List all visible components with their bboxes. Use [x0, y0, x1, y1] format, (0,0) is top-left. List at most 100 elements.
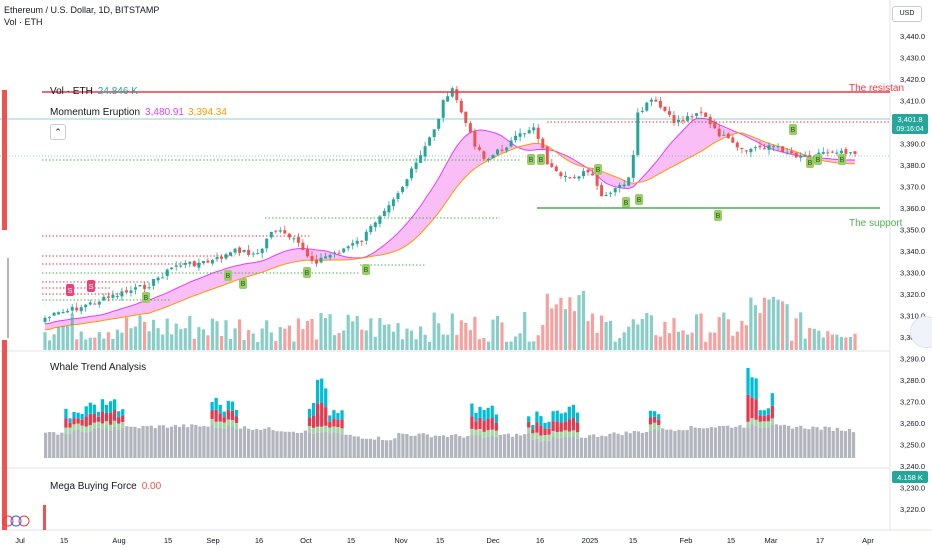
whale-gray-bar [303, 430, 308, 458]
symbol-title[interactable]: Ethereum / U.S. Dollar, 1D, BITSTAMP [4, 5, 160, 15]
mega-indicator-name[interactable]: Mega Buying Force 0.00 [50, 481, 162, 492]
volume-bar [785, 304, 789, 350]
whale-gray-bar [531, 439, 535, 458]
whale-gray-bar [722, 426, 726, 458]
volume-legend[interactable]: Vol · ETH [4, 17, 43, 27]
whale-gray-bar [657, 431, 661, 458]
whale-indicator-name[interactable]: Whale Trend Analysis [50, 362, 146, 373]
whale-red-bar [230, 410, 235, 421]
candle-body [242, 249, 246, 252]
volume-bar [844, 337, 848, 350]
candle-body [310, 256, 314, 261]
chevron-up-icon: ⌃ [54, 127, 62, 137]
whale-cyan-bar [336, 413, 340, 421]
whale-green-bar [543, 435, 547, 441]
candle-body [582, 171, 585, 177]
whale-red-bar [657, 419, 661, 425]
buy-signal-label: B [791, 127, 796, 134]
volume-bar [536, 335, 540, 350]
support-label: The support [849, 218, 903, 229]
date-tick-label: 15 [347, 536, 355, 545]
candle-body [699, 111, 703, 113]
whale-green-bar [657, 425, 661, 431]
candle-body [373, 222, 377, 228]
price-tick-label: 3,280.0 [900, 376, 925, 385]
whale-gray-bar [640, 432, 645, 458]
whale-red-bar [64, 418, 68, 428]
whale-gray-bar [186, 427, 190, 458]
whale-gray-bar [385, 440, 389, 458]
whale-cyan-bar [470, 403, 474, 417]
whale-red-bar [320, 402, 324, 427]
volume-bar [749, 297, 753, 350]
whale-gray-bar [263, 428, 267, 458]
symbol-header[interactable]: Ethereum / U.S. Dollar, 1D, BITSTAMP Vol… [4, 4, 159, 28]
whale-gray-bar [324, 431, 328, 458]
volume-bar [106, 332, 110, 350]
whale-cyan-bar [547, 421, 551, 429]
candle-body [839, 150, 843, 154]
time-axis[interactable]: Jul 15 Aug 15 Sep 16 Oct 15 Nov 15 Dec 16 2025 15 Feb 1… [15, 536, 874, 545]
whale-cyan-bar [478, 406, 482, 418]
whale-gray-bar [421, 433, 425, 458]
whale-gray-bar [271, 430, 275, 458]
whale-green-bar [567, 431, 571, 438]
mega-buying-force-histogram [43, 505, 46, 530]
currency-button[interactable]: USD [892, 6, 922, 22]
whale-gray-bar [486, 436, 490, 458]
whale-red-bar [770, 405, 774, 419]
collapse-legend-button[interactable]: ⌃ [50, 124, 66, 140]
whale-green-bar [222, 422, 226, 429]
candle-body [387, 205, 391, 213]
buy-signal-marker [224, 270, 232, 281]
whale-green-bar [312, 427, 316, 434]
price-tick-label: 3,370.0 [900, 183, 925, 192]
whale-cyan-bar [551, 411, 555, 422]
whale-gray-bar [450, 435, 454, 458]
volume-bar [636, 324, 640, 350]
candle-body [210, 260, 214, 264]
candle-body [695, 113, 699, 116]
candle-body [138, 285, 142, 287]
candle-body [640, 110, 644, 112]
price-axis[interactable]: 3,440.03,430.03,420.03,410.03,400.03,390… [900, 32, 925, 514]
candle-body [333, 252, 337, 254]
vol-indicator-name[interactable]: Vol · ETH 24.846 K [50, 86, 138, 97]
whale-gray-bar [417, 433, 421, 458]
whale-gray-bar [636, 431, 641, 458]
candle-body [563, 175, 567, 177]
whale-red-bar [88, 413, 92, 426]
volume-bar [115, 329, 119, 350]
candle-body [790, 151, 794, 154]
momentum-cloud-fill [45, 118, 855, 330]
volume-bar [753, 305, 757, 350]
volume-bar [120, 332, 124, 350]
whale-green-bar [575, 432, 580, 439]
date-tick-label: Feb [680, 536, 693, 545]
whale-gray-bar [194, 425, 198, 458]
whale-gray-bar [669, 429, 673, 458]
candlesticks[interactable] [43, 86, 857, 324]
candle-body [247, 249, 251, 255]
momentum-indicator-name[interactable]: Momentum Eruption 3,480.91 3,394.34 [50, 107, 227, 118]
date-tick-label: Dec [486, 536, 500, 545]
whale-gray-bar [368, 438, 373, 458]
whale-green-bar [320, 426, 324, 433]
volume-bar [509, 341, 513, 350]
whale-gray-bar [596, 436, 600, 458]
volume-bar [143, 321, 147, 350]
candle-body [794, 152, 798, 158]
candle-body [355, 240, 359, 244]
volume-bar [84, 339, 88, 350]
whale-gray-bar [437, 436, 442, 458]
volume-bar [355, 316, 359, 350]
volume-bar [88, 337, 92, 350]
whale-gray-bar [632, 431, 636, 458]
date-tick-label: 15 [629, 536, 637, 545]
whale-gray-bar [242, 426, 247, 458]
candle-body [192, 261, 196, 267]
candle-body [763, 148, 766, 150]
candle-body [129, 290, 133, 293]
